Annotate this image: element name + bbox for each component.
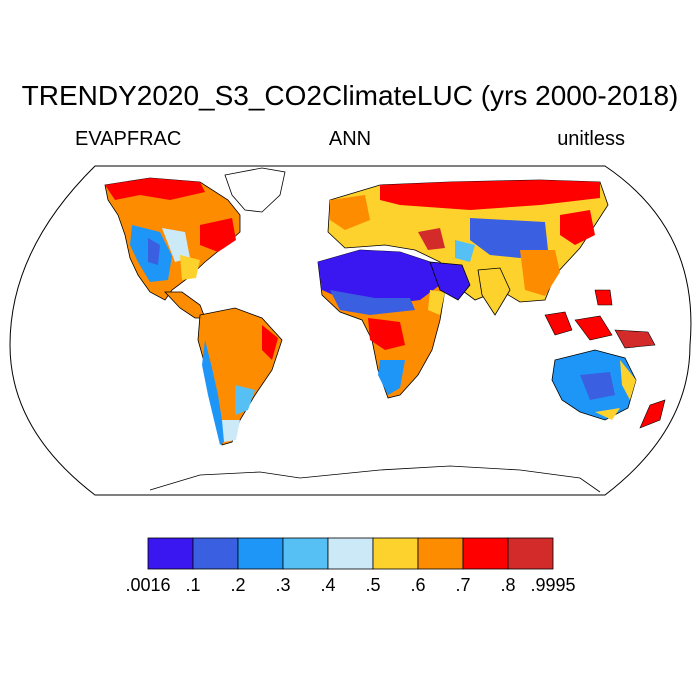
colorbar: .0016 .1 .2 .3 .4 .5 .6 .7 .8 .9995 xyxy=(125,537,576,595)
colorbar-tick-label: .3 xyxy=(275,575,290,595)
south-america-region xyxy=(197,307,283,446)
colorbar-tick-label: .2 xyxy=(230,575,245,595)
colorbar-swatch xyxy=(507,537,554,570)
colorbar-tick-label: .6 xyxy=(410,575,425,595)
india-region xyxy=(477,267,511,316)
new-zealand-region xyxy=(639,399,666,429)
colorbar-swatch xyxy=(462,537,509,570)
colorbar-swatch xyxy=(327,537,374,570)
season-label: ANN xyxy=(328,128,372,150)
africa-region xyxy=(317,249,446,399)
australia-region xyxy=(551,349,637,421)
colorbar-swatch xyxy=(147,537,194,570)
colorbar-swatch xyxy=(192,537,239,570)
colorbar-swatch xyxy=(372,537,419,570)
antarctica-outline xyxy=(149,465,601,493)
eurasia-region xyxy=(327,179,609,303)
map-title: TRENDY2020_S3_CO2ClimateLUC (yrs 2000-20… xyxy=(21,80,679,111)
north-america-region xyxy=(104,177,241,301)
colorbar-swatch xyxy=(237,537,284,570)
arabia-region xyxy=(429,261,471,301)
colorbar-swatch xyxy=(282,537,329,570)
colorbar-tick-label: .5 xyxy=(365,575,380,595)
colorbar-tick-label: .1 xyxy=(185,575,200,595)
variable-label: EVAPFRAC xyxy=(75,128,182,150)
units-label: unitless xyxy=(557,128,625,150)
southeast-asia-region xyxy=(544,289,656,349)
colorbar-tick-label: .7 xyxy=(455,575,470,595)
greenland xyxy=(224,167,286,213)
colorbar-tick-label: .8 xyxy=(500,575,515,595)
colorbar-swatch xyxy=(417,537,464,570)
colorbar-tick-label: .4 xyxy=(320,575,335,595)
colorbar-tick-label: .9995 xyxy=(530,575,575,595)
colorbar-tick-label: .0016 xyxy=(125,575,170,595)
